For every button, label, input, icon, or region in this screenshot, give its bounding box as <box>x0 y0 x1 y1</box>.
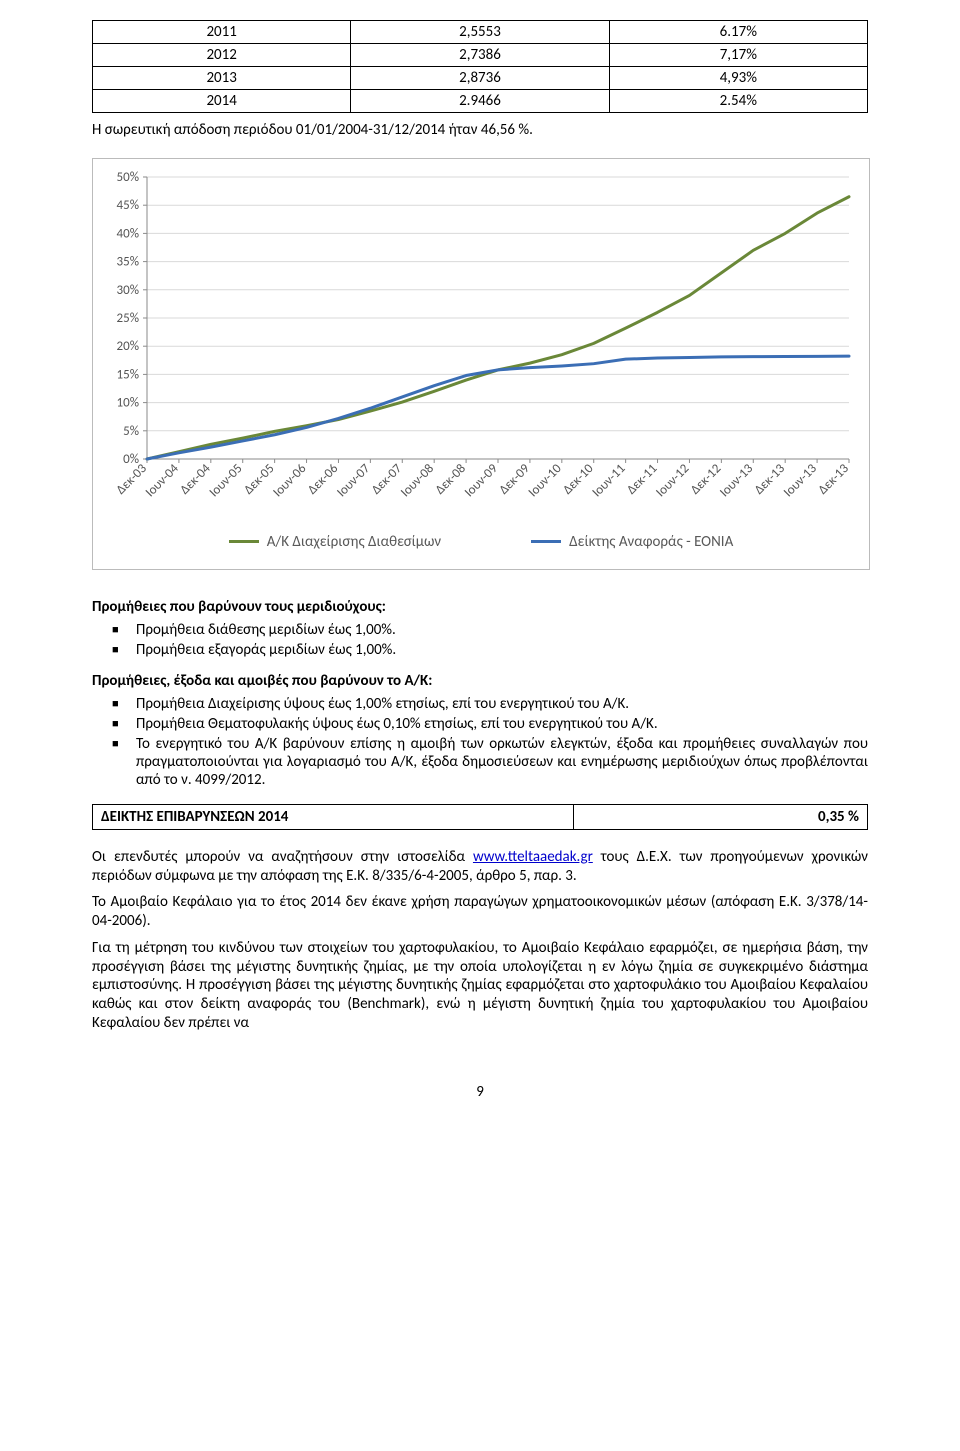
svg-text:15%: 15% <box>117 367 139 382</box>
table-cell: 2014 <box>93 90 351 113</box>
svg-text:50%: 50% <box>117 170 139 185</box>
cumulative-return-text: Η σωρευτική απόδοση περιόδου 01/01/2004-… <box>92 121 868 140</box>
svg-text:Ιουν-12: Ιουν-12 <box>653 461 692 500</box>
legend-item-fund: Α/Κ Διαχείρισης Διαθεσίμων <box>229 533 441 551</box>
svg-text:30%: 30% <box>117 283 139 298</box>
indicator-label: ΔΕΙΚΤΗΣ ΕΠΙΒΑΡΥΝΣΕΩΝ 2014 <box>93 804 574 829</box>
svg-text:Ιουν-04: Ιουν-04 <box>143 461 182 500</box>
website-intro: Οι επενδυτές μπορούν να αναζητήσουν στην… <box>92 848 473 866</box>
legend-label-benchmark: Δείκτης Αναφοράς - ΕΟΝΙΑ <box>569 533 733 551</box>
svg-text:Ιουν-07: Ιουν-07 <box>334 461 373 500</box>
returns-table: 20112,55536.17% 20122,73867,17% 20132,8736… <box>92 20 868 113</box>
svg-text:40%: 40% <box>117 226 139 241</box>
table-cell: 6.17% <box>609 21 867 44</box>
svg-text:10%: 10% <box>117 395 139 410</box>
chart-legend: Α/Κ Διαχείρισης Διαθεσίμων Δείκτης Αναφο… <box>93 533 869 551</box>
page-number: 9 <box>92 1083 868 1101</box>
table-cell: 2012 <box>93 44 351 67</box>
svg-text:20%: 20% <box>117 339 139 354</box>
table-cell: 2.54% <box>609 90 867 113</box>
list-item: Προμήθεια Θεματοφυλακής ύψους έως 0,10% … <box>136 714 868 734</box>
table-cell: 2,7386 <box>351 44 609 67</box>
svg-text:Ιουν-09: Ιουν-09 <box>462 461 501 500</box>
indicator-value: 0,35 % <box>573 804 868 829</box>
performance-chart: 0%5%10%15%20%25%30%35%40%45%50%Δεκ-03Ιου… <box>92 158 870 570</box>
table-cell: 2013 <box>93 67 351 90</box>
expense-indicator-table: ΔΕΙΚΤΗΣ ΕΠΙΒΑΡΥΝΣΕΩΝ 2014 0,35 % <box>92 804 868 830</box>
list-item: Προμήθεια εξαγοράς μεριδίων έως 1,00%. <box>136 640 868 660</box>
svg-text:Ιουν-10: Ιουν-10 <box>526 461 565 500</box>
svg-text:45%: 45% <box>117 198 139 213</box>
legend-label-fund: Α/Κ Διαχείρισης Διαθεσίμων <box>267 533 441 551</box>
risk-paragraph: Για τη μέτρηση του κινδύνου των στοιχείω… <box>92 939 868 1033</box>
legend-item-benchmark: Δείκτης Αναφοράς - ΕΟΝΙΑ <box>531 533 733 551</box>
list-item: Προμήθεια Διαχείρισης ύψους έως 1,00% ετ… <box>136 694 868 714</box>
table-cell: 2011 <box>93 21 351 44</box>
derivatives-paragraph: Το Αμοιβαίο Κεφάλαιο για το έτος 2014 δε… <box>92 893 868 931</box>
table-cell: 4,93% <box>609 67 867 90</box>
svg-text:Ιουν-13: Ιουν-13 <box>717 461 756 500</box>
line-chart: 0%5%10%15%20%25%30%35%40%45%50%Δεκ-03Ιου… <box>93 159 869 569</box>
svg-text:Δεκ-13: Δεκ-13 <box>816 461 853 498</box>
legend-swatch-benchmark <box>531 540 561 543</box>
fees-heading: Προμήθειες που βαρύνουν τους μεριδιούχου… <box>92 598 868 616</box>
list-item: Το ενεργητικό του Α/Κ βαρύνουν επίσης η … <box>136 734 868 790</box>
charges-heading: Προμήθειες, έξοδα και αμοιβές που βαρύνο… <box>92 672 868 690</box>
svg-text:25%: 25% <box>117 311 139 326</box>
website-paragraph: Οι επενδυτές μπορούν να αναζητήσουν στην… <box>92 848 868 886</box>
website-link[interactable]: www.tteltaaedak.gr <box>473 848 593 866</box>
table-cell: 7,17% <box>609 44 867 67</box>
svg-text:Ιουν-05: Ιουν-05 <box>207 461 246 500</box>
svg-text:5%: 5% <box>123 424 139 439</box>
svg-text:Ιουν-08: Ιουν-08 <box>398 461 437 500</box>
svg-text:Ιουν-06: Ιουν-06 <box>270 461 309 500</box>
svg-text:Ιουν-13: Ιουν-13 <box>781 461 820 500</box>
table-cell: 2,5553 <box>351 21 609 44</box>
svg-text:35%: 35% <box>117 254 139 269</box>
table-cell: 2,8736 <box>351 67 609 90</box>
charges-list: Προμήθεια Διαχείρισης ύψους έως 1,00% ετ… <box>92 694 868 790</box>
legend-swatch-fund <box>229 540 259 543</box>
list-item: Προμήθεια διάθεσης μεριδίων έως 1,00%. <box>136 620 868 640</box>
svg-text:Ιουν-11: Ιουν-11 <box>589 461 628 500</box>
table-cell: 2.9466 <box>351 90 609 113</box>
fees-list: Προμήθεια διάθεσης μεριδίων έως 1,00%.Πρ… <box>92 620 868 660</box>
